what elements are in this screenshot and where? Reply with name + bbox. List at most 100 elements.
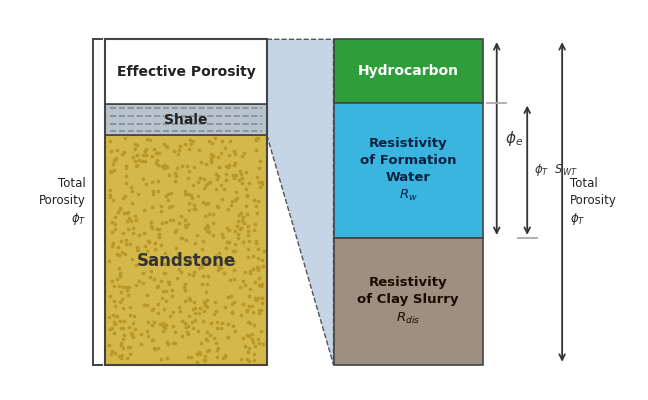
Point [257,257,268,264]
Point [189,252,199,259]
Point [133,190,143,197]
Point [157,220,167,226]
Point [234,177,244,183]
Point [251,210,262,216]
Point [130,262,141,268]
Point [106,348,117,354]
Point [181,258,191,264]
Point [230,228,240,234]
Point [250,342,260,349]
Point [143,318,154,325]
Point [244,179,254,186]
Point [128,153,139,160]
Point [146,225,157,231]
Point [167,287,177,293]
Point [116,325,126,332]
Point [194,175,205,182]
Point [170,172,181,179]
Point [164,172,174,178]
Point [104,194,115,200]
Point [198,199,208,205]
Point [254,340,264,346]
Point [153,162,163,168]
Point [241,186,251,192]
Point [146,219,157,225]
Point [161,218,171,225]
Point [205,155,216,161]
Point [132,142,143,148]
Point [228,248,238,254]
Point [200,301,210,307]
Point [231,196,241,202]
Point [128,334,138,340]
Point [194,349,204,355]
Point [176,235,186,242]
Point [243,223,253,229]
Point [236,210,246,216]
Point [203,273,213,280]
Point [138,152,148,158]
Point [229,275,239,282]
Point [176,317,187,324]
Point [202,228,213,234]
Point [181,237,191,243]
Point [245,319,255,326]
Point [223,164,233,170]
Point [113,252,124,258]
Point [161,298,171,304]
Point [207,140,217,146]
Point [106,326,116,332]
Point [227,198,237,204]
Point [169,148,179,154]
Point [163,204,174,210]
Point [111,313,121,319]
Point [121,241,132,247]
Point [237,180,247,186]
Point [190,240,200,247]
Point [250,221,260,227]
Point [146,179,157,186]
Point [144,238,154,245]
Point [115,204,125,211]
Point [207,211,218,218]
Point [176,234,187,241]
Point [183,354,193,360]
Point [113,209,123,215]
Point [179,320,190,326]
Point [107,278,117,284]
Point [121,164,132,171]
Point [221,171,231,178]
Point [160,250,170,257]
Point [176,269,186,275]
Point [121,237,131,244]
Point [239,282,249,288]
Point [220,163,231,169]
Point [183,260,194,266]
Point [134,157,145,164]
Point [170,178,181,184]
Point [198,273,208,279]
Point [242,332,252,338]
Point [141,152,151,158]
Point [203,200,213,206]
Point [146,153,157,160]
Point [249,227,259,234]
Point [214,163,224,170]
Point [117,336,128,342]
Point [108,312,119,318]
Point [154,232,165,238]
Point [249,356,260,363]
Point [187,195,197,201]
Point [242,232,253,238]
Point [251,147,261,153]
Point [204,138,214,144]
Point [181,163,192,169]
Point [110,226,121,232]
Point [214,264,224,270]
Point [130,217,141,223]
Point [216,182,227,188]
Point [233,231,243,237]
Point [254,307,264,313]
Point [141,146,151,152]
Point [112,313,122,319]
